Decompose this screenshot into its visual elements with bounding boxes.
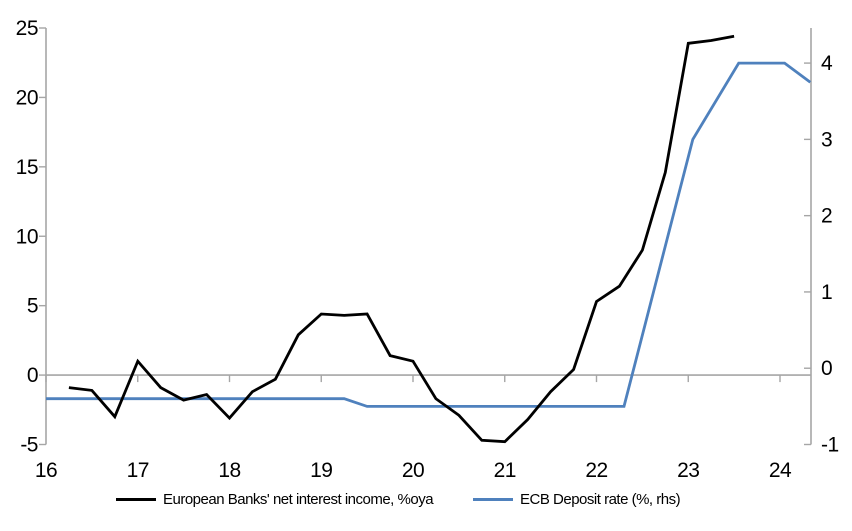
right-axis-tick-label: 2 bbox=[821, 205, 832, 228]
ecb-deposit-rate-line bbox=[46, 61, 812, 408]
right-axis-tick-label: 4 bbox=[821, 52, 833, 75]
left-axis-tick-label: 25 bbox=[16, 17, 38, 40]
legend-item-net-interest-income: European Banks' net interest income, %oy… bbox=[116, 491, 434, 508]
net-interest-income-line bbox=[68, 34, 735, 444]
right-axis-tick-label: 3 bbox=[821, 128, 832, 151]
left-axis-tick-label: -5 bbox=[20, 434, 38, 457]
x-axis-tick-label: 17 bbox=[127, 459, 149, 482]
legend-label-net-interest-income: European Banks' net interest income, %oy… bbox=[163, 491, 434, 508]
left-axis-tick-label: 10 bbox=[16, 225, 38, 248]
x-axis-tick-label: 18 bbox=[218, 459, 240, 482]
left-axis-tick-label: 0 bbox=[27, 364, 38, 387]
right-axis-tick-label: 1 bbox=[821, 281, 832, 304]
x-axis-tick-label: 23 bbox=[677, 459, 699, 482]
legend-line-swatch-blue bbox=[473, 498, 514, 501]
legend-line-swatch-black bbox=[116, 498, 156, 501]
left-axis-tick-label: 5 bbox=[27, 295, 38, 318]
x-axis-tick-label: 20 bbox=[402, 459, 424, 482]
left-axis-tick-label: 20 bbox=[16, 86, 38, 109]
x-axis-tick-label: 16 bbox=[35, 459, 57, 482]
chart-legend: European Banks' net interest income, %oy… bbox=[116, 491, 681, 508]
right-axis-tick-label: 0 bbox=[821, 357, 832, 380]
x-axis-tick-label: 24 bbox=[769, 459, 792, 482]
legend-label-ecb-deposit-rate: ECB Deposit rate (%, rhs) bbox=[520, 491, 681, 508]
right-axis-tick-label: -1 bbox=[821, 434, 839, 457]
left-axis-tick-label: 15 bbox=[16, 156, 38, 179]
legend-item-ecb-deposit-rate: ECB Deposit rate (%, rhs) bbox=[473, 491, 681, 508]
x-axis-tick-label: 19 bbox=[310, 459, 332, 482]
x-axis-tick-label: 22 bbox=[585, 459, 607, 482]
x-axis-tick-label: 21 bbox=[494, 459, 516, 482]
